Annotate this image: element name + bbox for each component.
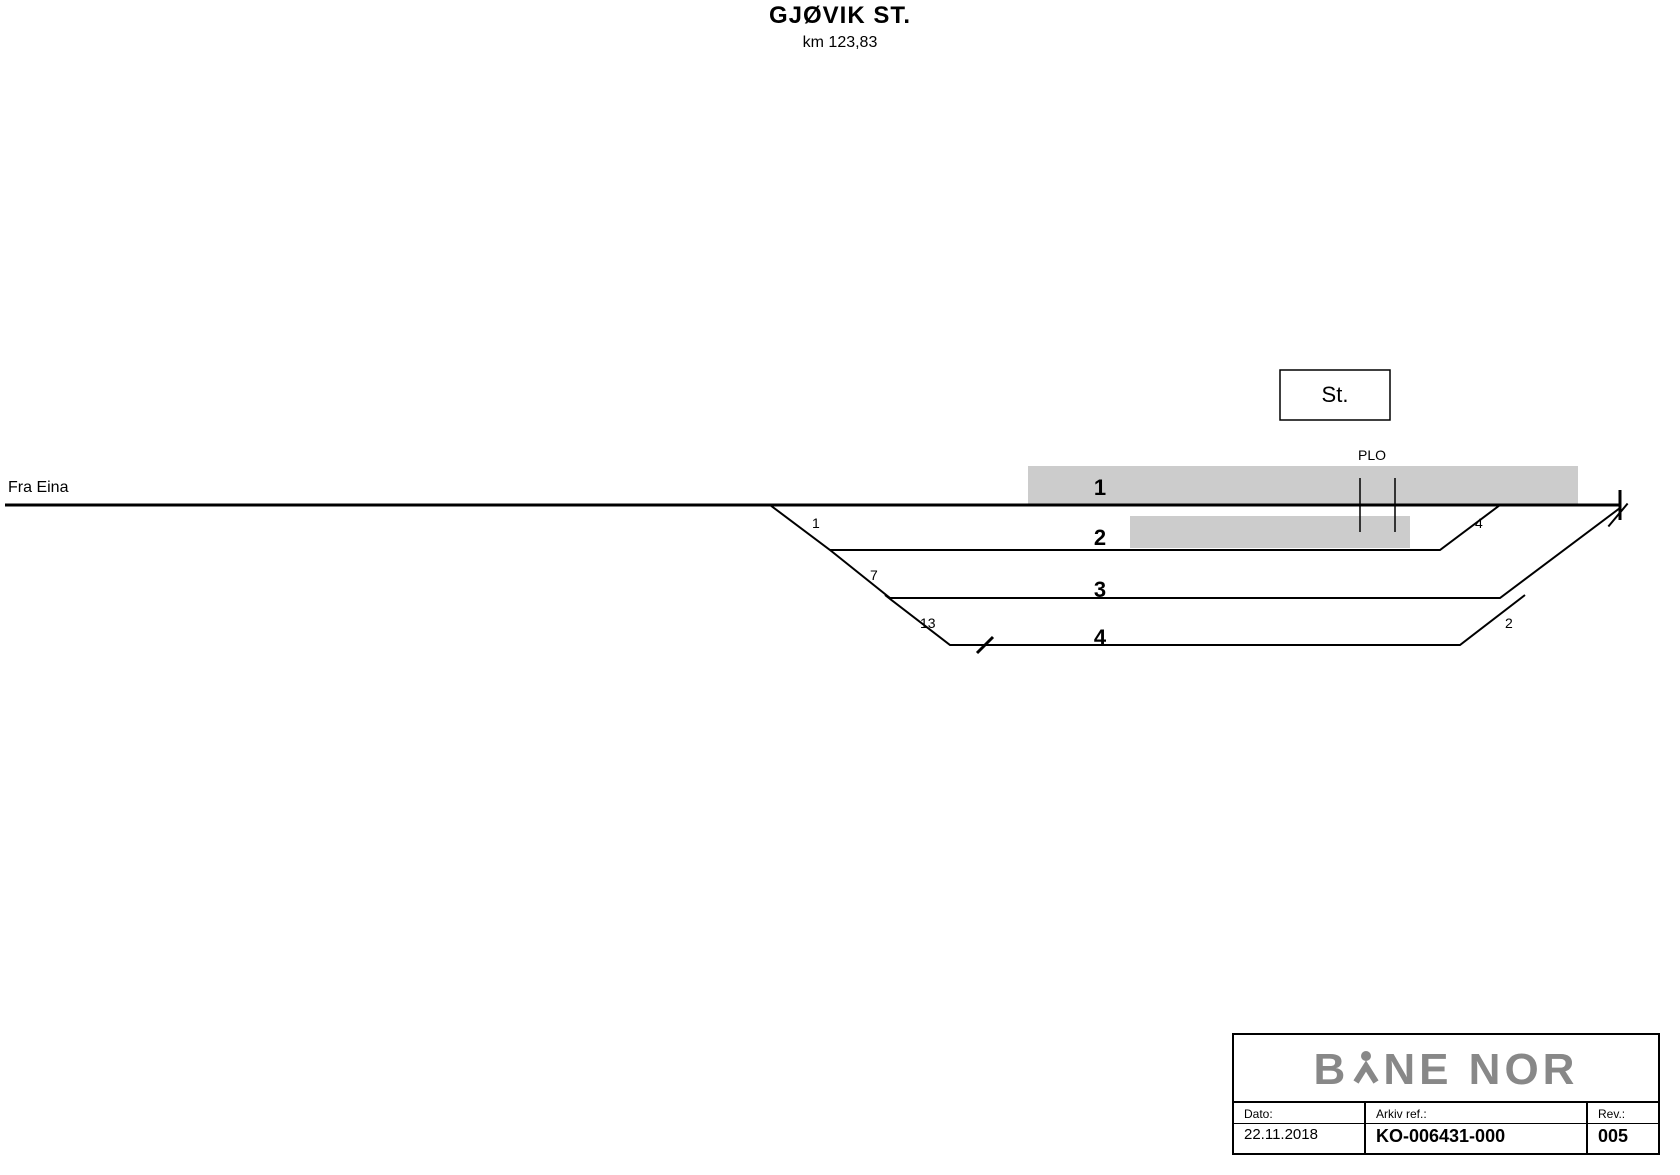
meta-values-row: 22.11.2018 KO-006431-000 005 <box>1234 1123 1658 1153</box>
switch-label: 4 <box>1475 515 1483 531</box>
logo: BNE NOR <box>1314 1045 1579 1095</box>
track-number: 4 <box>1094 625 1107 650</box>
track-number: 3 <box>1094 577 1106 602</box>
switch-label: 1 <box>812 515 820 531</box>
arkiv-label: Arkiv ref.: <box>1366 1103 1588 1123</box>
meta-labels-row: Dato: Arkiv ref.: Rev.: <box>1234 1103 1658 1123</box>
track-number: 2 <box>1094 525 1106 550</box>
switch-label: 13 <box>920 615 936 631</box>
plo-label: PLO <box>1358 447 1386 463</box>
platform <box>1130 516 1410 548</box>
logo-icon <box>1351 1045 1381 1095</box>
track-diagram: Fra Eina St. PLO 1 2 1 4 3 7 4 13 2 <box>0 0 1680 1175</box>
arkiv-value: KO-006431-000 <box>1366 1124 1588 1153</box>
track-number: 1 <box>1094 475 1106 500</box>
from-label: Fra Eina <box>8 479 69 496</box>
track-4 <box>885 595 1525 645</box>
date-label: Dato: <box>1234 1103 1366 1123</box>
station-box-label: St. <box>1322 382 1349 407</box>
switch-label: 2 <box>1505 615 1513 631</box>
logo-row: BNE NOR <box>1234 1035 1658 1103</box>
platform <box>1028 466 1578 504</box>
date-value: 22.11.2018 <box>1234 1124 1366 1153</box>
rev-label: Rev.: <box>1588 1103 1658 1123</box>
title-block: BNE NOR Dato: Arkiv ref.: Rev.: 22.11.20… <box>1232 1033 1660 1155</box>
rev-value: 005 <box>1588 1124 1658 1153</box>
switch-label: 7 <box>870 567 878 583</box>
